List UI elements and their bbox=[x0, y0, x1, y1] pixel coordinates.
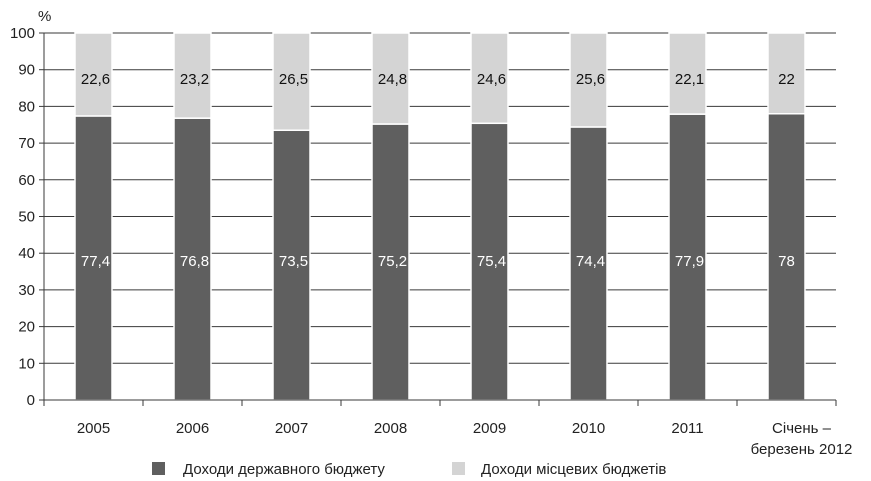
y-tick-label: 60 bbox=[18, 172, 35, 189]
data-label-local-budget: 22,1 bbox=[675, 71, 704, 88]
data-label-state-budget: 77,9 bbox=[675, 253, 704, 270]
y-tick-labels: 0 10 20 30 40 50 60 70 80 90 100 bbox=[10, 25, 35, 409]
y-tick-label: 70 bbox=[18, 135, 35, 152]
x-tick-label: 2006 bbox=[176, 420, 209, 437]
bar-segment-local-budget bbox=[371, 32, 410, 125]
data-label-local-budget: 25,6 bbox=[576, 71, 605, 88]
data-label-local-budget: 24,8 bbox=[378, 71, 407, 88]
legend-swatch-state-budget bbox=[152, 462, 165, 475]
bar-segment-state-budget bbox=[272, 129, 311, 401]
bar-segment-local-budget bbox=[470, 32, 509, 125]
x-tick-label: березень 2012 bbox=[751, 441, 853, 458]
data-label-state-budget: 77,4 bbox=[81, 253, 110, 270]
data-label-local-budget: 22 bbox=[778, 71, 795, 88]
x-tick-label: Січень – bbox=[772, 420, 832, 437]
data-label-state-budget: 75,2 bbox=[378, 253, 407, 270]
x-tick-label: 2009 bbox=[473, 420, 506, 437]
y-tick-label: 50 bbox=[18, 209, 35, 226]
data-label-local-budget: 22,6 bbox=[81, 71, 110, 88]
data-label-local-budget: 23,2 bbox=[180, 71, 209, 88]
data-label-local-budget: 24,6 bbox=[477, 71, 506, 88]
bar-segment-local-budget bbox=[569, 32, 608, 128]
data-label-state-budget: 74,4 bbox=[576, 253, 605, 270]
bar-segment-local-budget bbox=[767, 32, 806, 115]
x-tick-label: 2005 bbox=[77, 420, 110, 437]
y-tick-label: 10 bbox=[18, 355, 35, 372]
y-axis-label: % bbox=[38, 8, 51, 25]
x-tick-label: 2007 bbox=[275, 420, 308, 437]
bar-segment-state-budget bbox=[668, 113, 707, 401]
legend-swatch-local-budget bbox=[452, 462, 465, 475]
data-label-local-budget: 26,5 bbox=[279, 71, 308, 88]
legend-label-state-budget: Доходи державного бюджету bbox=[183, 461, 385, 478]
data-labels: 77,4 22,6 76,8 23,2 73,5 26,5 75,2 24,8 75,4 24,6… bbox=[81, 71, 795, 270]
x-tick-label: 2010 bbox=[572, 420, 605, 437]
x-tick-label: 2011 bbox=[671, 420, 703, 437]
bar-segment-local-budget bbox=[173, 32, 212, 119]
grid-lines bbox=[44, 32, 836, 364]
x-tick-label: 2008 bbox=[374, 420, 407, 437]
x-tick-labels: 2005 2006 2007 2008 2009 2010 2011 Січень – бере… bbox=[77, 420, 853, 458]
y-tick-label: 20 bbox=[18, 319, 35, 336]
bar-segment-local-budget bbox=[74, 32, 113, 117]
y-tick-label: 0 bbox=[27, 392, 35, 409]
bar-segment-state-budget bbox=[470, 122, 509, 401]
bar-segment-state-budget bbox=[371, 123, 410, 401]
data-label-state-budget: 76,8 bbox=[180, 253, 209, 270]
y-tick-label: 40 bbox=[18, 245, 35, 262]
legend-label-local-budget: Доходи місцевих бюджетів bbox=[481, 461, 666, 478]
data-label-state-budget: 75,4 bbox=[477, 253, 506, 270]
bar-segment-local-budget bbox=[272, 32, 311, 132]
axes bbox=[39, 32, 837, 406]
data-label-state-budget: 73,5 bbox=[279, 253, 308, 270]
bar-segment-local-budget bbox=[668, 32, 707, 115]
y-tick-label: 80 bbox=[18, 98, 35, 115]
y-tick-label: 30 bbox=[18, 282, 35, 299]
y-tick-label: 100 bbox=[10, 25, 35, 42]
y-tick-label: 90 bbox=[18, 62, 35, 79]
legend: Доходи державного бюджету Доходи місцевих… bbox=[152, 461, 666, 478]
data-label-state-budget: 78 bbox=[778, 253, 795, 270]
